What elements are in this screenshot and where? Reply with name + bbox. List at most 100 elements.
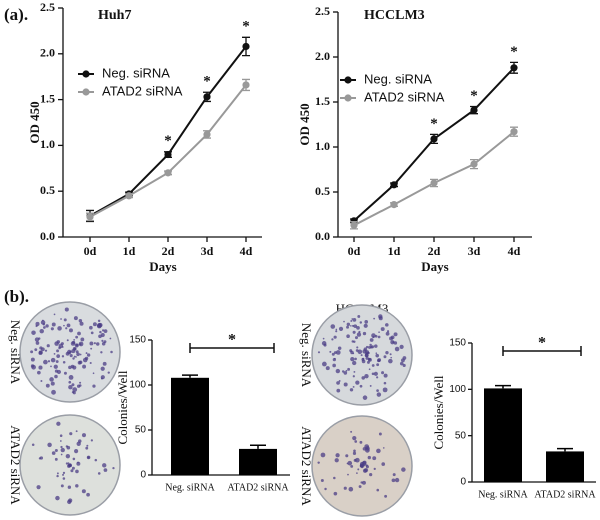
colony: [359, 321, 363, 324]
colony: [367, 357, 371, 361]
colony: [373, 317, 376, 320]
colony: [362, 395, 368, 400]
colony: [346, 462, 349, 465]
colony: [85, 352, 88, 355]
colony: [354, 440, 358, 443]
colony: [79, 381, 82, 384]
colony: [61, 355, 65, 358]
colony: [336, 381, 340, 385]
colony: [51, 451, 56, 455]
colony: [31, 443, 35, 447]
colony: [381, 462, 386, 466]
y-tick-label: 0: [140, 470, 146, 481]
colony: [352, 317, 357, 322]
colony: [367, 345, 372, 349]
significance: *: [510, 44, 518, 60]
colony: [67, 463, 72, 467]
colony: [90, 331, 94, 335]
point: [390, 201, 398, 209]
colony: [372, 456, 377, 461]
colony: [102, 463, 107, 468]
y-tick-label: 150: [129, 335, 146, 346]
chart-title: HCCLM3: [364, 8, 425, 23]
colony: [46, 344, 50, 348]
colony: [69, 350, 72, 353]
colony: [369, 338, 374, 342]
colony: [72, 457, 76, 461]
colony: [354, 357, 357, 361]
colony: [60, 445, 63, 449]
legend-marker: [82, 70, 90, 78]
colony: [389, 353, 392, 356]
x-tick-label: 2d: [162, 244, 175, 258]
x-tick-label: Neg. siRNA: [165, 482, 215, 493]
colony: [73, 316, 78, 321]
y-tick-label: 150: [449, 338, 466, 349]
colony: [72, 365, 77, 370]
colony: [60, 484, 64, 488]
colony: [97, 472, 101, 475]
colony: [56, 340, 61, 344]
colony: [383, 373, 388, 378]
colony: [348, 486, 354, 492]
bar: [171, 377, 209, 475]
x-tick-label: ATAD2 siRNA: [534, 489, 596, 500]
colony: [85, 446, 89, 450]
colony: [94, 458, 98, 462]
colony: [351, 324, 355, 328]
colony: [356, 332, 362, 337]
colony: [371, 364, 375, 367]
colony: [47, 442, 52, 448]
point: [125, 192, 133, 200]
colony: [345, 454, 349, 458]
significance: *: [164, 133, 172, 149]
colony: [75, 484, 79, 488]
colony: [38, 457, 41, 460]
x-tick-label: 3d: [468, 244, 481, 258]
colony: [101, 342, 106, 346]
colony: [317, 461, 320, 464]
point: [242, 42, 250, 51]
colony: [56, 472, 59, 475]
panel-label: (a).: [4, 5, 28, 24]
colony: [49, 377, 54, 382]
colony: [96, 323, 102, 329]
colony: [78, 360, 83, 365]
colony: [75, 335, 79, 339]
colony: [324, 487, 327, 491]
colony: [100, 351, 103, 354]
colony: [373, 371, 378, 376]
colony: [359, 384, 363, 388]
colony: [333, 335, 337, 339]
colony: [66, 339, 69, 342]
legend-label: ATAD2 siRNA: [102, 83, 183, 98]
y-tick-label: 100: [449, 384, 466, 395]
colony: [99, 330, 102, 334]
colony: [380, 327, 385, 332]
colony: [71, 466, 75, 470]
colony: [353, 324, 358, 329]
y-tick-label: 0.5: [315, 184, 330, 198]
point: [86, 213, 94, 221]
colony: [60, 447, 65, 453]
colony: [65, 453, 71, 459]
bar: [484, 388, 522, 482]
colony: [92, 384, 96, 388]
colony: [75, 430, 78, 433]
colony: [65, 351, 70, 356]
colony: [371, 372, 375, 376]
colony: [360, 481, 363, 484]
chart-title: Huh7: [98, 8, 131, 23]
colony: [381, 371, 385, 375]
panel-label: (b).: [4, 287, 29, 306]
colony: [36, 485, 41, 490]
point: [242, 81, 250, 89]
error-bar: [495, 384, 511, 389]
row-label: ATAD2 siRNA: [8, 425, 23, 505]
colony: [51, 322, 56, 327]
significance-bracket: [189, 343, 275, 353]
colony: [399, 361, 404, 366]
colony: [350, 464, 354, 468]
colony: [42, 323, 46, 326]
colony: [322, 337, 325, 340]
